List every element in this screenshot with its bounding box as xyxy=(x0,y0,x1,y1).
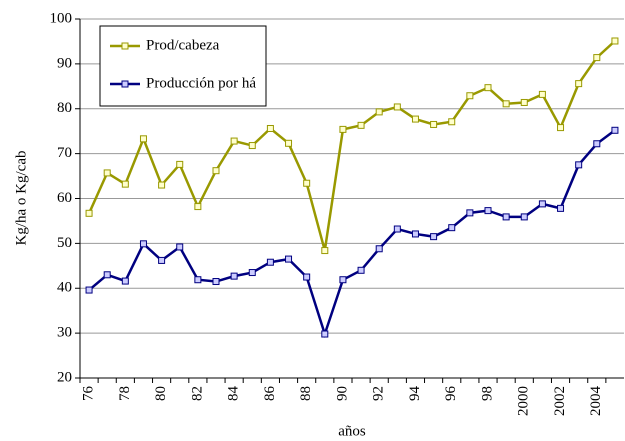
point xyxy=(103,271,111,279)
point xyxy=(411,115,419,123)
point xyxy=(212,278,220,286)
x-tick-label: 92 xyxy=(371,386,387,401)
y-tick-label: 70 xyxy=(57,145,72,161)
point xyxy=(557,124,565,132)
y-tick-label: 20 xyxy=(57,369,72,385)
point xyxy=(357,121,365,129)
x-tick-label: 84 xyxy=(226,386,242,402)
y-tick-label: 50 xyxy=(57,235,72,251)
point xyxy=(375,245,383,253)
x-axis-label: años xyxy=(338,423,366,439)
point xyxy=(538,90,546,98)
point xyxy=(285,255,293,263)
point xyxy=(484,207,492,215)
x-tick-label: 80 xyxy=(153,386,169,401)
x-tick-label: 2000 xyxy=(516,386,532,416)
point xyxy=(321,330,329,338)
y-axis-label: Kg/ha o Kg/cab xyxy=(13,151,29,246)
point xyxy=(285,139,293,147)
point xyxy=(430,233,438,241)
x-tick-label: 90 xyxy=(334,386,350,401)
legend-label: Producción por há xyxy=(146,75,256,91)
point xyxy=(502,100,510,108)
legend-label: Prod/cabeza xyxy=(146,37,220,53)
point xyxy=(375,108,383,116)
x-tick-label: 82 xyxy=(189,386,205,401)
point xyxy=(557,204,565,212)
point xyxy=(121,277,129,285)
point xyxy=(339,125,347,133)
point xyxy=(593,54,601,62)
point xyxy=(430,120,438,128)
point xyxy=(158,256,166,264)
point xyxy=(502,213,510,221)
point xyxy=(158,181,166,189)
point xyxy=(212,167,220,175)
point xyxy=(139,240,147,248)
point xyxy=(593,140,601,148)
x-tick-label: 2004 xyxy=(588,386,604,417)
point xyxy=(321,247,329,255)
y-tick-label: 90 xyxy=(57,55,72,71)
point xyxy=(520,213,528,221)
x-tick-label: 78 xyxy=(117,386,133,401)
point xyxy=(139,135,147,143)
point xyxy=(303,179,311,187)
point xyxy=(520,98,528,106)
y-tick-label: 40 xyxy=(57,280,72,296)
x-tick-label: 76 xyxy=(81,386,97,402)
point xyxy=(248,142,256,150)
point xyxy=(266,258,274,266)
point xyxy=(266,124,274,132)
y-tick-label: 60 xyxy=(57,190,72,206)
point xyxy=(448,224,456,232)
point xyxy=(448,118,456,126)
point xyxy=(357,266,365,274)
y-tick-label: 30 xyxy=(57,325,72,341)
series-line xyxy=(88,129,616,339)
point xyxy=(194,276,202,284)
point xyxy=(230,272,238,280)
x-tick-label: 98 xyxy=(479,386,495,401)
legend-marker xyxy=(121,42,129,50)
point xyxy=(230,137,238,145)
point xyxy=(194,203,202,211)
x-tick-label: 94 xyxy=(407,386,423,402)
point xyxy=(248,269,256,277)
point xyxy=(393,103,401,111)
point xyxy=(411,230,419,238)
legend-marker xyxy=(121,80,129,88)
point xyxy=(611,37,619,45)
legend-box xyxy=(99,25,267,107)
point xyxy=(393,225,401,233)
x-tick-label: 88 xyxy=(298,386,314,401)
point xyxy=(575,161,583,169)
point xyxy=(484,84,492,92)
y-tick-label: 80 xyxy=(57,100,72,116)
x-tick-label: 86 xyxy=(262,386,278,402)
point xyxy=(339,276,347,284)
point xyxy=(575,80,583,88)
point xyxy=(121,180,129,188)
point xyxy=(103,169,111,177)
point xyxy=(85,209,93,217)
point xyxy=(538,200,546,208)
x-tick-label: 96 xyxy=(443,386,459,402)
point xyxy=(85,286,93,294)
y-tick-label: 100 xyxy=(50,10,73,26)
point xyxy=(466,92,474,100)
point xyxy=(176,243,184,251)
point xyxy=(611,126,619,134)
x-tick-label: 2002 xyxy=(552,386,568,416)
point xyxy=(176,160,184,168)
point xyxy=(303,273,311,281)
point xyxy=(466,209,474,217)
